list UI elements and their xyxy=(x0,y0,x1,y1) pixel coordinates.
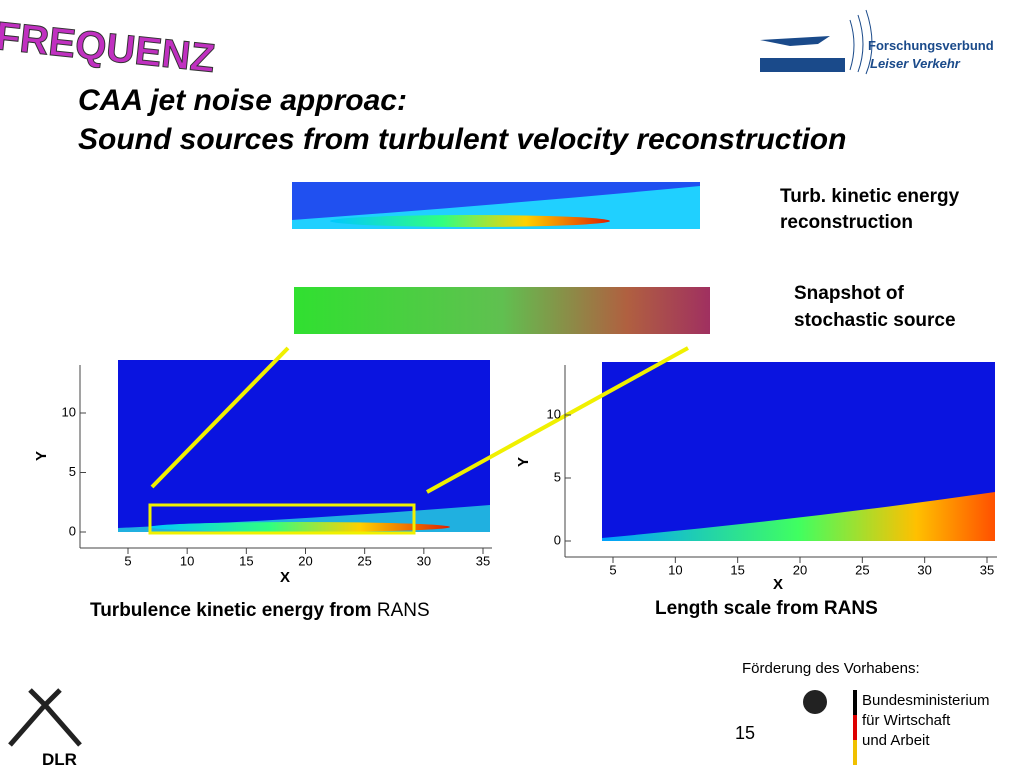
x-tick-label: 25 xyxy=(357,553,371,568)
caption: Length scale from RANS xyxy=(655,598,878,619)
x-tick-label: 5 xyxy=(124,553,131,568)
annotation: Turb. kinetic energy xyxy=(780,186,960,207)
x-tick-label: 10 xyxy=(668,562,682,577)
x-tick-label: 25 xyxy=(855,562,869,577)
x-tick-label: 35 xyxy=(980,562,994,577)
y-tick-label: 0 xyxy=(554,532,561,547)
logo: FREQUENZ xyxy=(0,14,217,81)
caption: Turbulence kinetic energy from RANS xyxy=(90,600,430,622)
title: CAA jet noise approac: xyxy=(78,84,407,117)
annotation: stochastic source xyxy=(794,310,956,331)
eagle xyxy=(803,690,827,714)
x-tick-label: 5 xyxy=(609,562,616,577)
highlight-box xyxy=(148,503,416,535)
x-tick-label: 15 xyxy=(730,562,744,577)
y-tick-label: 0 xyxy=(69,523,76,538)
y-tick-label: 5 xyxy=(69,464,76,479)
plot-area xyxy=(118,360,490,532)
x-tick-label: 20 xyxy=(793,562,807,577)
x-tick-label: 20 xyxy=(298,553,312,568)
x-axis-label: X xyxy=(773,576,783,593)
annotation: Snapshot of xyxy=(794,283,904,304)
source-image xyxy=(294,287,710,334)
x-axis-label: X xyxy=(280,569,290,586)
y-tick-label: 10 xyxy=(62,404,76,419)
y-axis-label: Y xyxy=(515,457,532,467)
ministry: Bundesministerium xyxy=(862,692,990,709)
caption-text: Turbulence kinetic energy from xyxy=(90,600,372,621)
caption-text: RANS xyxy=(376,600,430,621)
title: Sound sources from turbulent velocity re… xyxy=(78,123,847,156)
funding: Förderung des Vorhabens: xyxy=(742,660,920,677)
connector xyxy=(150,346,290,489)
page-number: 15 xyxy=(735,723,756,743)
x-tick-label: 35 xyxy=(476,553,490,568)
y-tick-label: 5 xyxy=(554,469,561,484)
org: Forschungsverbund xyxy=(868,38,994,53)
x-tick-label: 10 xyxy=(180,553,194,568)
x-tick-label: 30 xyxy=(917,562,931,577)
x-tick-label: 30 xyxy=(417,553,431,568)
org: Leiser Verkehr xyxy=(870,56,960,71)
plane-logo xyxy=(760,9,873,75)
ministry: für Wirtschaft xyxy=(862,712,951,729)
annotation: reconstruction xyxy=(780,212,914,233)
ministry: und Arbeit xyxy=(862,732,930,749)
dlr: DLR xyxy=(42,750,77,768)
y-tick-label: 10 xyxy=(547,406,561,421)
x-tick-label: 15 xyxy=(239,553,253,568)
connector xyxy=(426,346,689,494)
dlr-logo xyxy=(8,688,82,747)
y-axis-label: Y xyxy=(33,451,50,461)
